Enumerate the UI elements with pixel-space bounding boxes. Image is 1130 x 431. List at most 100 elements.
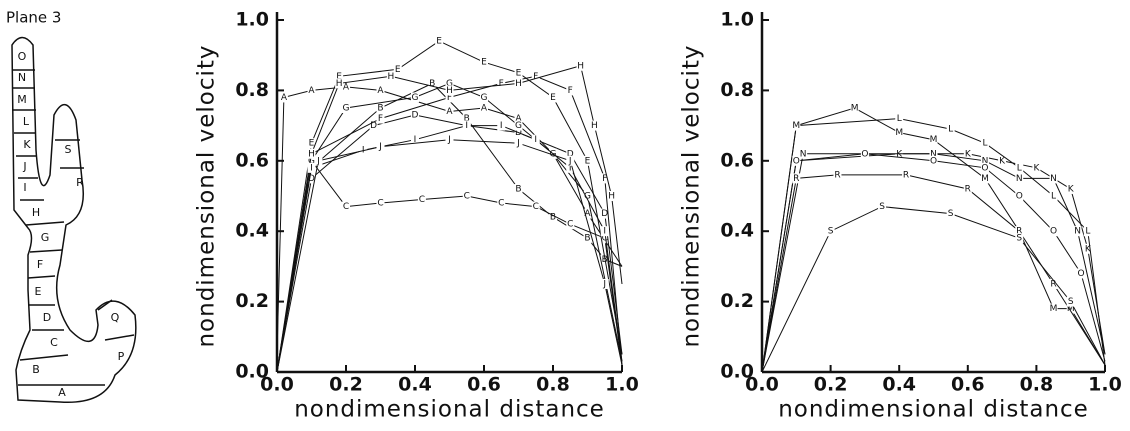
point-marker: A [584, 209, 591, 219]
x-tick-label: 0.8 [1020, 374, 1054, 396]
point-marker: O [981, 163, 988, 173]
point-marker: B [464, 114, 470, 124]
point-marker: R [903, 170, 909, 180]
region-label: S [65, 143, 72, 156]
marker-bg [1015, 173, 1024, 184]
point-marker: H [446, 86, 453, 96]
point-marker: F [568, 86, 573, 96]
marker-bg [980, 162, 989, 173]
y-tick-label: 0.6 [235, 149, 269, 171]
series-line [761, 153, 1106, 373]
marker-bg [566, 85, 575, 96]
point-marker: I [414, 135, 417, 145]
region-label: Q [111, 311, 120, 324]
marker-bg [607, 191, 616, 201]
region-label: A [58, 386, 66, 399]
region-label: L [23, 115, 30, 128]
point-marker: E [550, 93, 556, 103]
point-marker: D [412, 111, 419, 121]
marker-bg [1049, 191, 1058, 201]
point-marker: O [1050, 227, 1057, 237]
point-marker: O [793, 156, 800, 166]
marker-bg [980, 155, 989, 166]
point-marker: R [834, 170, 840, 180]
point-marker: L [948, 125, 953, 135]
marker-bg [514, 138, 523, 149]
marker-bg [531, 201, 540, 212]
region-label: O [18, 50, 27, 63]
point-marker: H [577, 61, 584, 71]
point-marker: G [412, 93, 419, 103]
marker-bg [1066, 303, 1075, 314]
point-marker: H [308, 149, 315, 159]
point-marker: L [982, 139, 987, 149]
marker-bg [566, 148, 575, 159]
point-marker: I [500, 121, 503, 131]
point-marker: O [1016, 192, 1023, 202]
point-marker: F [499, 79, 504, 89]
marker-bg [860, 148, 869, 159]
point-marker: G [584, 192, 591, 202]
point-marker: A [343, 82, 350, 92]
marker-bg [376, 113, 385, 124]
point-marker: M [981, 174, 989, 184]
marker-bg [342, 103, 350, 113]
series-line [276, 40, 623, 373]
point-marker: D [308, 174, 315, 184]
y-tick-label: 0.0 [235, 361, 269, 383]
point-marker: H [608, 192, 615, 202]
marker-bg [514, 120, 523, 131]
marker-bg [583, 155, 592, 166]
marker-bg [1066, 296, 1075, 307]
point-marker: K [1033, 163, 1040, 173]
point-marker: D [567, 149, 574, 159]
marker-bg [929, 148, 938, 159]
series-line [276, 159, 623, 373]
x-tick-label: 0.4 [398, 374, 432, 396]
marker-bg [600, 173, 609, 184]
marker-bg [445, 134, 454, 145]
region-label: P [118, 350, 125, 363]
region-label: E [35, 285, 42, 298]
marker-bg [583, 191, 592, 201]
marker-bg [386, 71, 395, 82]
region-label: N [18, 71, 26, 84]
point-marker: F [447, 93, 452, 103]
point-marker: B [550, 213, 556, 223]
point-marker: O [861, 149, 868, 159]
marker-bg [307, 85, 316, 96]
marker-bg [514, 113, 523, 124]
y-tick-label: 0.4 [720, 220, 754, 242]
point-marker: E [585, 156, 591, 166]
region-label: K [23, 138, 31, 151]
y-tick-label: 1.0 [235, 9, 269, 31]
y-tick-label: 0.2 [720, 290, 754, 312]
point-marker: S [948, 209, 954, 219]
marker-bg [850, 103, 859, 113]
marker-bg [1083, 226, 1092, 237]
point-marker: M [930, 135, 938, 145]
region-label: M [17, 93, 27, 106]
point-marker: C [343, 202, 349, 212]
marker-bg [480, 57, 488, 68]
marker-bg [895, 127, 904, 138]
x-tick-label: 1.0 [1088, 374, 1122, 396]
marker-bg [583, 208, 592, 219]
marker-bg [376, 141, 385, 152]
series-line [276, 82, 623, 373]
marker-bg [963, 148, 972, 159]
x-tick-label: 0.2 [814, 374, 848, 396]
marker-bg [307, 148, 316, 159]
point-marker: R [965, 184, 971, 194]
point-marker: S [1016, 234, 1022, 244]
point-marker: H [515, 79, 522, 89]
region-label: G [41, 231, 50, 244]
point-marker: G [481, 93, 488, 103]
marker-bg [792, 120, 801, 131]
point-marker: J [447, 135, 451, 145]
point-marker: E [336, 72, 342, 82]
point-marker: B [429, 79, 435, 89]
point-marker: G [515, 121, 522, 131]
point-marker: J [378, 142, 382, 152]
point-marker: H [387, 72, 394, 82]
